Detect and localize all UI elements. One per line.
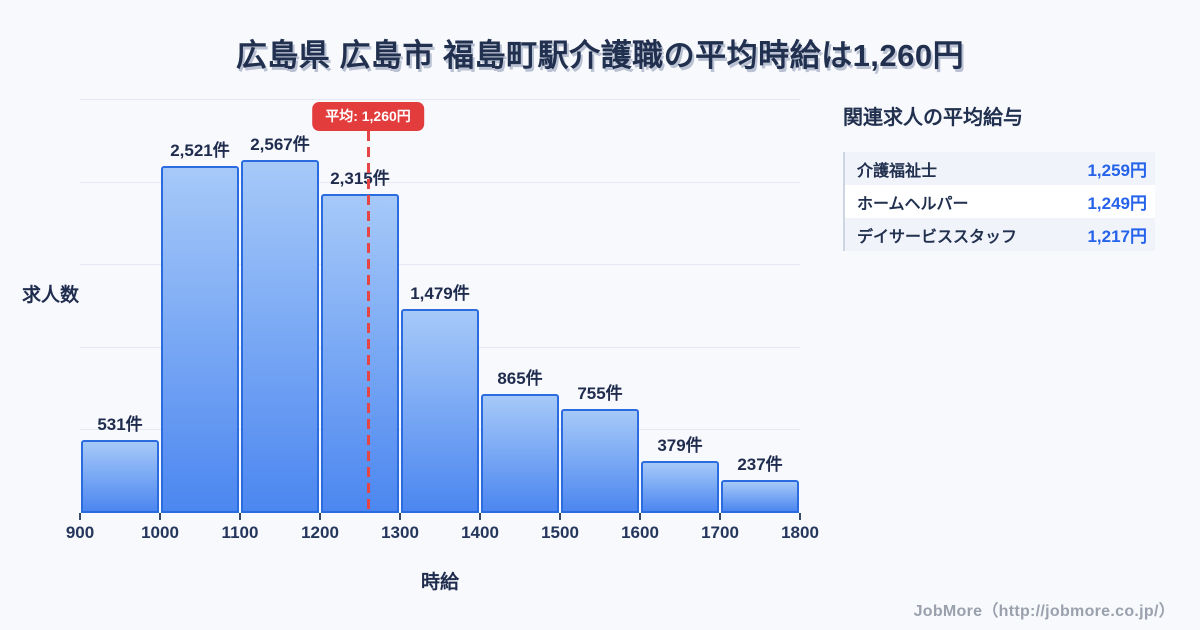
related-jobs-list: 介護福祉士 1,259円 ホームヘルパー 1,249円 デイサービススタッフ 1… (843, 152, 1155, 251)
plot-area: 531件 2,521件 2,567件 2,315件 1,479件 865件 755件 379件… (66, 99, 819, 542)
x-tick-mark (79, 513, 81, 520)
bar-value-label: 865件 (497, 368, 543, 388)
page-title: 広島県 広島市 福島町駅介護職の平均時給は1,260円 (235, 38, 965, 73)
related-job-label: デイサービススタッフ (857, 228, 1018, 246)
related-job-value: 1,217円 (1087, 227, 1147, 246)
related-job-value: 1,249円 (1087, 194, 1147, 213)
related-job-label: 介護福祉士 (857, 162, 938, 180)
x-tick-label: 1000 (141, 523, 179, 542)
x-tick-mark (559, 513, 561, 520)
related-jobs-panel-title: 関連求人の平均給与 (843, 107, 1023, 129)
related-job-row: 介護福祉士 1,259円 (845, 152, 1155, 185)
x-tick-mark (479, 513, 481, 520)
bar (721, 480, 799, 513)
x-tick-mark (639, 513, 641, 520)
x-tick-label: 1500 (541, 523, 579, 542)
bar (481, 393, 559, 513)
x-tick-label: 1200 (301, 523, 339, 542)
x-axis-title: 時給 (420, 572, 459, 593)
bar-value-label: 1,479件 (410, 284, 470, 304)
bar-value-label: 2,567件 (250, 134, 310, 154)
average-badge: 平均: 1,260円 (312, 102, 424, 131)
x-tick-label: 1400 (461, 523, 499, 542)
gridline (80, 99, 800, 100)
bar-value-label: 237件 (737, 455, 783, 475)
related-jobs-panel: 関連求人の平均給与 介護福祉士 1,259円 ホームヘルパー 1,249円 デイ… (843, 101, 1155, 251)
bar (241, 159, 319, 513)
bar (401, 309, 479, 513)
bar-value-label: 379件 (657, 435, 703, 455)
bar (641, 460, 719, 513)
bar (161, 165, 239, 513)
x-tick-mark (399, 513, 401, 520)
related-job-row: ホームヘルパー 1,249円 (845, 185, 1155, 218)
y-axis-title: 求人数 (22, 285, 80, 306)
related-job-row: デイサービススタッフ 1,217円 (845, 218, 1155, 251)
x-tick-mark (159, 513, 161, 520)
x-tick-label: 1300 (381, 523, 419, 542)
bar-value-label: 2,315件 (330, 169, 390, 189)
x-tick-mark (799, 513, 801, 520)
x-tick-label: 1700 (701, 523, 739, 542)
bar-value-label: 2,521件 (170, 140, 230, 160)
x-tick-mark (239, 513, 241, 520)
x-tick-label: 900 (65, 523, 95, 542)
x-tick-mark (319, 513, 321, 520)
bar (561, 409, 639, 513)
related-job-label: ホームヘルパー (857, 195, 969, 213)
bar (81, 439, 159, 513)
footer-credit: JobMore（http://jobmore.co.jp/） (913, 603, 1175, 620)
bar-value-label: 531件 (97, 414, 143, 434)
x-tick-mark (719, 513, 721, 520)
x-tick-label: 1800 (781, 523, 819, 542)
bar (321, 194, 399, 513)
gridline (80, 264, 800, 266)
x-tick-label: 1600 (621, 523, 659, 542)
x-tick-label: 1100 (221, 523, 259, 542)
bar-value-label: 755件 (577, 384, 623, 404)
gridline (80, 181, 800, 183)
average-line (366, 131, 370, 513)
related-job-value: 1,259円 (1087, 161, 1147, 180)
